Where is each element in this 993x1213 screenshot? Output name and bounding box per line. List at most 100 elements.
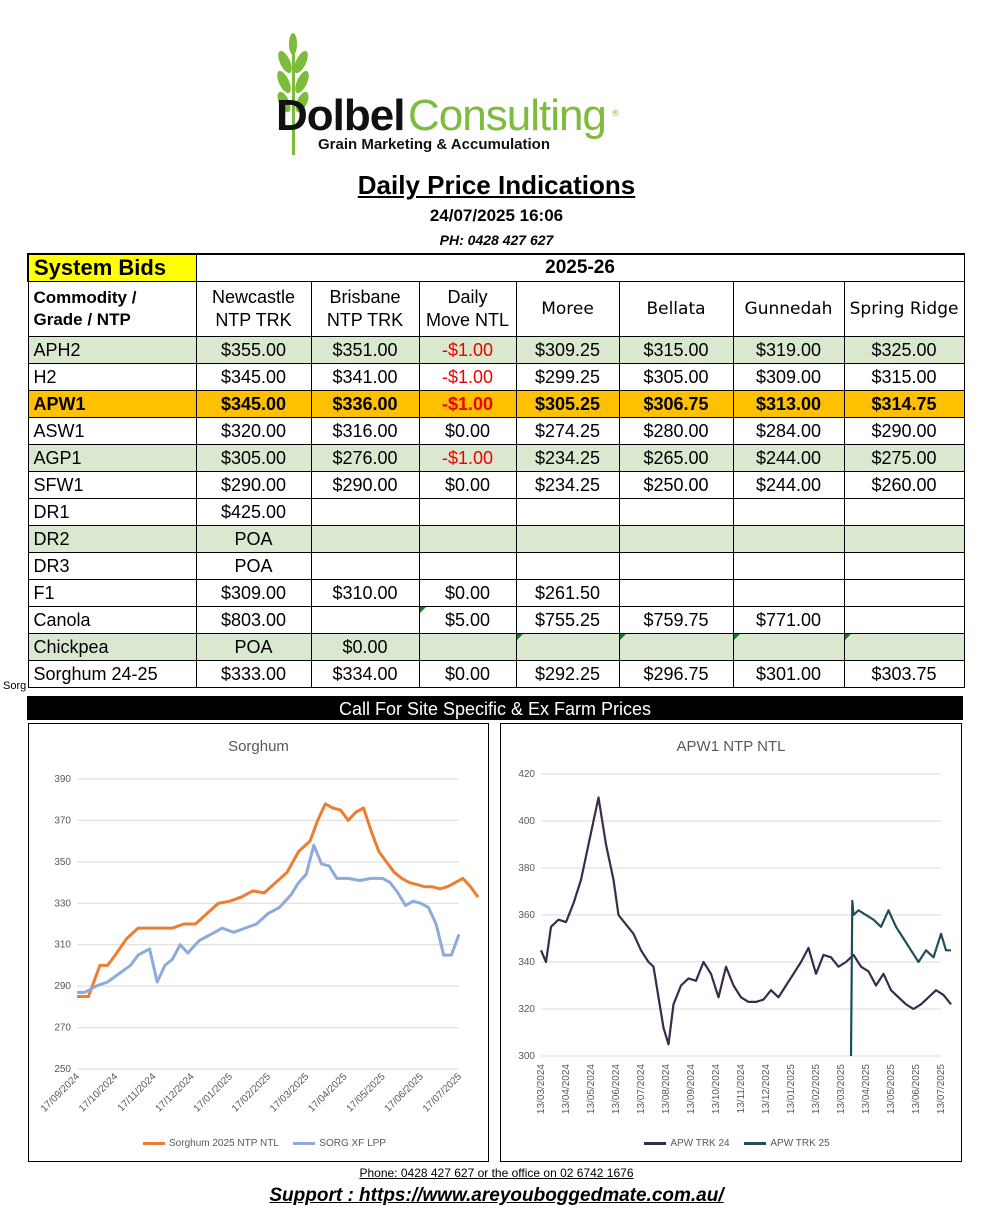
- x-tick-label: 17/04/2025: [306, 1071, 349, 1114]
- cell-brisbane: $334.00: [310, 660, 420, 688]
- x-tick-label: 17/11/2024: [116, 1071, 159, 1114]
- x-tick-label: 17/02/2025: [230, 1071, 273, 1114]
- cell-spring-ridge: [843, 579, 965, 607]
- cell-moree: $274.25: [515, 417, 620, 445]
- support-link[interactable]: Support : https://www.areyouboggedmate.c…: [269, 1185, 724, 1206]
- cell-commodity: DR3: [27, 552, 197, 580]
- cell-commodity: Chickpea: [27, 633, 197, 661]
- logo-reg-mark: ®: [612, 108, 619, 118]
- cell-brisbane: [310, 525, 420, 553]
- x-tick-label: 13/06/2025: [911, 1064, 922, 1114]
- cell-newcastle: POA: [195, 525, 312, 553]
- table-row: DR1 $425.00: [27, 498, 965, 526]
- call-banner: Call For Site Specific & Ex Farm Prices: [27, 696, 963, 720]
- cell-daily: [418, 552, 517, 580]
- cell-moree: [515, 552, 620, 580]
- cell-bellata: [618, 552, 734, 580]
- series-line: [539, 796, 952, 1046]
- logo-brand-light: Consulting: [408, 91, 607, 140]
- legend-label: APW TRK 25: [770, 1138, 830, 1149]
- x-tick-label: 17/05/2025: [345, 1071, 388, 1114]
- cell-newcastle: $345.00: [195, 363, 312, 391]
- cell-moree: $234.25: [515, 444, 620, 472]
- cell-daily: $0.00: [418, 471, 517, 499]
- header-commodity: Commodity / Grade / NTP: [27, 281, 197, 337]
- sorghum-chart: Sorghum 250 270 290 310 330 350 370 390 17/09/20…: [28, 723, 489, 1162]
- table-header-row: Commodity / Grade / NTP Newcastle NTP TRK …: [27, 281, 965, 337]
- x-tick-label: 13/04/2025: [861, 1064, 872, 1114]
- header-brisbane: Brisbane NTP TRK: [310, 281, 420, 337]
- header-daily-move: Daily Move NTL: [418, 281, 517, 337]
- cell-bellata: $265.00: [618, 444, 734, 472]
- cell-newcastle: $425.00: [195, 498, 312, 526]
- table-row: APW1 $345.00 $336.00 -$1.00 $305.25 $306.75 $3…: [27, 390, 965, 418]
- cell-daily: -$1.00: [418, 336, 517, 364]
- cell-gunnedah: [732, 633, 845, 661]
- footer-phone: Phone: 0428 427 627 or the office on 02 …: [359, 1166, 634, 1180]
- cell-spring-ridge: $290.00: [843, 417, 965, 445]
- cell-brisbane: $336.00: [310, 390, 420, 418]
- legend-label: SORG XF LPP: [319, 1138, 386, 1149]
- series-line: [77, 843, 461, 994]
- x-tick-label: 13/08/2024: [661, 1064, 672, 1114]
- cell-bellata: $759.75: [618, 606, 734, 634]
- x-tick-label: 13/05/2024: [586, 1064, 597, 1114]
- cell-spring-ridge: $275.00: [843, 444, 965, 472]
- x-tick-label: 13/03/2025: [836, 1064, 847, 1114]
- cell-gunnedah: $309.00: [732, 363, 845, 391]
- cell-bellata: $305.00: [618, 363, 734, 391]
- price-table: System Bids 2025-26 Commodity / Grade / N…: [27, 253, 965, 688]
- x-tick-label: 17/07/2025: [421, 1071, 464, 1114]
- apw1-chart: APW1 NTP NTL 300 320 340 360 380 400 420 13/03/…: [500, 723, 962, 1162]
- header-bellata: Bellata: [618, 281, 734, 337]
- cell-spring-ridge: [843, 525, 965, 553]
- cell-spring-ridge: $325.00: [843, 336, 965, 364]
- cell-spring-ridge: [843, 633, 965, 661]
- cell-newcastle: $803.00: [195, 606, 312, 634]
- cell-spring-ridge: [843, 552, 965, 580]
- x-tick-label: 17/10/2024: [77, 1071, 120, 1114]
- cell-gunnedah: $244.00: [732, 444, 845, 472]
- cell-spring-ridge: [843, 498, 965, 526]
- x-tick-label: 13/09/2024: [686, 1064, 697, 1114]
- x-tick-label: 13/12/2024: [761, 1064, 772, 1114]
- table-row: H2 $345.00 $341.00 -$1.00 $299.25 $305.00 $309…: [27, 363, 965, 391]
- table-row: F1 $309.00 $310.00 $0.00 $261.50: [27, 579, 965, 607]
- cell-gunnedah: $319.00: [732, 336, 845, 364]
- cell-bellata: [618, 525, 734, 553]
- chart-title: Sorghum: [228, 738, 289, 755]
- chart-title: APW1 NTP NTL: [676, 738, 786, 755]
- cell-gunnedah: $284.00: [732, 417, 845, 445]
- cell-daily: -$1.00: [418, 390, 517, 418]
- cell-gunnedah: [732, 498, 845, 526]
- cell-moree: $305.25: [515, 390, 620, 418]
- cell-bellata: $306.75: [618, 390, 734, 418]
- y-tick-label: 270: [54, 1023, 71, 1034]
- y-tick-label: 350: [54, 857, 71, 868]
- cell-bellata: $315.00: [618, 336, 734, 364]
- page-title: Daily Price Indications: [357, 170, 636, 200]
- cell-daily: $0.00: [418, 417, 517, 445]
- cell-newcastle: $355.00: [195, 336, 312, 364]
- phone-number: PH: 0428 427 627: [439, 232, 554, 248]
- cell-daily: $0.00: [418, 579, 517, 607]
- x-tick-label: 17/12/2024: [154, 1071, 197, 1114]
- cell-commodity: APW1: [27, 390, 197, 418]
- cell-newcastle: $345.00: [195, 390, 312, 418]
- chart-legend: APW TRK 24 APW TRK 25: [501, 1138, 961, 1149]
- legend-swatch: [644, 1141, 667, 1145]
- cell-bellata: [618, 579, 734, 607]
- cell-commodity: DR1: [27, 498, 197, 526]
- apw1-chart-plot: 300 320 340 360 380 400 420 13/03/2024 13/04/202…: [518, 769, 952, 1114]
- cell-brisbane: [310, 552, 420, 580]
- header-spring-ridge: Spring Ridge: [843, 281, 965, 337]
- cell-brisbane: $316.00: [310, 417, 420, 445]
- cell-commodity: APH2: [27, 336, 197, 364]
- cell-daily: [418, 525, 517, 553]
- cell-moree: $309.25: [515, 336, 620, 364]
- cell-commodity: Canola: [27, 606, 197, 634]
- cell-bellata: $296.75: [618, 660, 734, 688]
- cell-gunnedah: $771.00: [732, 606, 845, 634]
- cell-daily: [418, 633, 517, 661]
- cell-gunnedah: $244.00: [732, 471, 845, 499]
